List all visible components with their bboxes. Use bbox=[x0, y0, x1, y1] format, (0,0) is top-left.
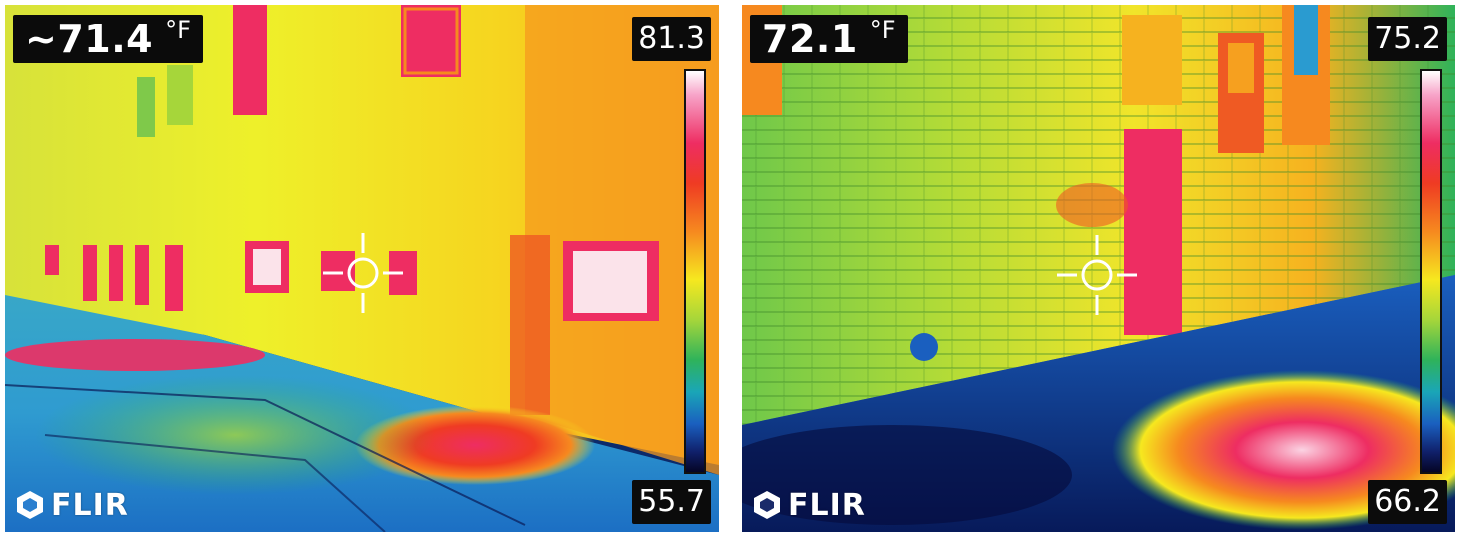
temperature-color-bar bbox=[684, 69, 706, 474]
spot-temperature-readout: 72.1 °F bbox=[750, 15, 908, 63]
scale-max-label: 81.3 bbox=[632, 17, 711, 61]
thermal-image-left: ~71.4 °F 81.3 55.7 FLIR bbox=[5, 5, 719, 532]
flir-logo-text: FLIR bbox=[788, 487, 866, 523]
thermal-scene-left bbox=[5, 5, 719, 532]
flir-logo-text: FLIR bbox=[51, 487, 129, 523]
crosshair-icon bbox=[323, 233, 403, 313]
thermal-scene-right bbox=[742, 5, 1455, 532]
scale-min-label: 66.2 bbox=[1368, 480, 1447, 524]
spot-temperature-readout: ~71.4 °F bbox=[13, 15, 203, 63]
scale-min-label: 55.7 bbox=[632, 480, 711, 524]
crosshair-icon bbox=[1057, 235, 1137, 315]
flir-logo: FLIR bbox=[752, 487, 866, 523]
temperature-color-bar bbox=[1420, 69, 1442, 474]
flir-emblem-icon bbox=[17, 491, 43, 519]
spot-temperature-value: 72.1 bbox=[762, 17, 858, 61]
temperature-unit: °F bbox=[165, 16, 191, 44]
spot-temperature-value: ~71.4 bbox=[25, 17, 154, 61]
temperature-unit: °F bbox=[869, 16, 896, 44]
thermal-image-right: 72.1 °F 75.2 66.2 FLIR bbox=[742, 5, 1455, 532]
flir-logo: FLIR bbox=[15, 487, 129, 523]
flir-emblem-icon bbox=[754, 491, 780, 519]
scale-max-label: 75.2 bbox=[1368, 17, 1447, 61]
